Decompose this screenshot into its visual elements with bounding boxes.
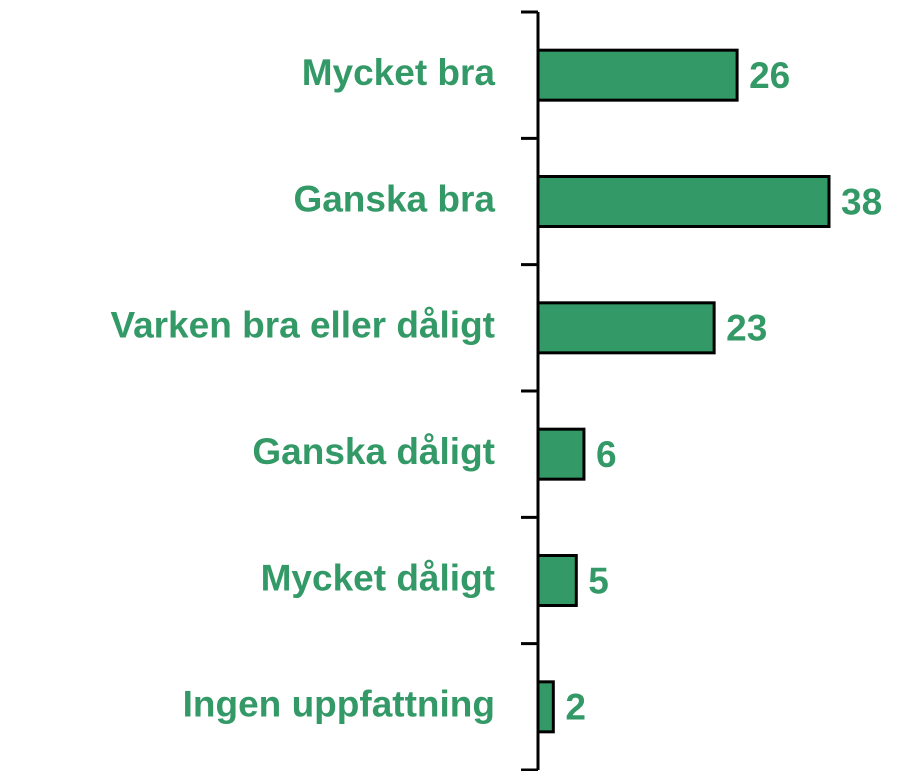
category-label: Ganska bra [293,178,495,219]
category-label: Mycket bra [302,52,496,93]
category-label: Ganska dåligt [252,431,495,472]
category-label: Ingen uppfattning [183,684,495,725]
value-label: 6 [596,434,617,475]
value-label: 2 [565,687,586,728]
category-label: Mycket dåligt [261,557,495,598]
bar [536,680,555,734]
value-label: 23 [726,308,767,349]
bar [536,301,716,355]
category-label: Varken bra eller dåligt [110,305,495,346]
bar [536,554,578,607]
bar [536,48,739,102]
value-label: 38 [841,181,882,222]
value-label: 26 [749,55,790,96]
value-label: 5 [588,560,609,601]
bar [536,427,586,481]
bar [536,175,831,228]
